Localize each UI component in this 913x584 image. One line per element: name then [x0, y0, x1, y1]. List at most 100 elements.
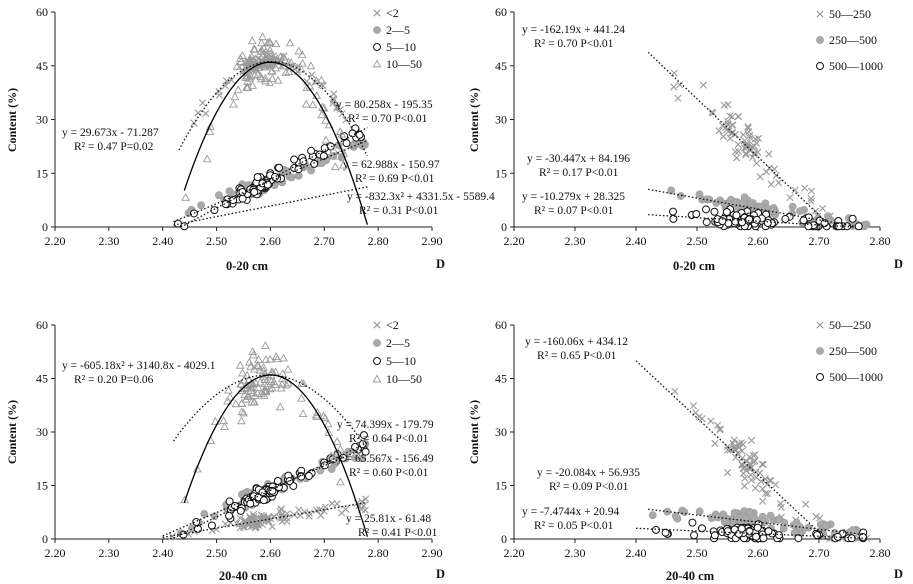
data-point	[807, 187, 816, 195]
data-point	[749, 458, 757, 466]
equation-text: y = -10.279x + 28.325	[522, 191, 625, 203]
data-point	[271, 63, 281, 72]
data-point	[761, 475, 769, 483]
data-point	[259, 496, 268, 505]
data-point	[236, 379, 246, 388]
legend: 50—250 250—500 500—1000	[816, 318, 883, 384]
r-squared-text: R² = 0.05 P<0.01	[534, 520, 614, 532]
data-point	[731, 148, 739, 156]
data-point	[358, 454, 367, 463]
data-point	[796, 207, 804, 216]
r-squared-text: R² = 0.70 P<0.01	[348, 113, 428, 125]
data-point	[695, 507, 704, 516]
equation-triangle: y = -605.18x² + 3140.8x - 4029.1 R² = 0.2…	[62, 360, 216, 386]
data-point	[207, 521, 216, 530]
data-point	[734, 112, 742, 120]
data-point	[695, 412, 703, 421]
data-point	[752, 215, 761, 224]
data-point	[804, 222, 813, 231]
data-point	[740, 482, 749, 490]
data-point	[297, 393, 306, 402]
data-point	[720, 199, 729, 208]
legend-marker	[373, 43, 381, 51]
data-point	[707, 417, 715, 425]
r-squared-text: R² = 0.60 P<0.01	[349, 467, 429, 479]
y-tick-label: 0	[501, 532, 507, 546]
scatter-points	[168, 341, 370, 540]
x-tick-label: 2.40	[626, 546, 647, 560]
legend: <2 2—5 5—10 10—50	[372, 6, 422, 71]
data-point	[260, 386, 269, 395]
data-point	[317, 110, 327, 119]
data-point	[744, 124, 752, 132]
data-point	[276, 383, 286, 392]
data-point	[316, 466, 325, 475]
data-point	[301, 99, 311, 108]
legend-marker	[816, 373, 824, 381]
data-point	[225, 511, 234, 520]
legend-label: 5—10	[386, 354, 416, 368]
x-tick-label: 2.20	[45, 546, 66, 560]
data-point	[326, 451, 336, 460]
y-tick-label: 15	[495, 479, 507, 493]
r-squared-text: R² = 0.31 P<0.01	[359, 205, 439, 217]
data-point	[762, 168, 771, 176]
equation-text: y = -605.18x² + 3140.8x - 4029.1	[62, 360, 216, 372]
data-point	[254, 521, 262, 529]
data-point	[244, 357, 254, 366]
data-point	[698, 415, 706, 423]
data-point	[716, 426, 724, 434]
data-point	[670, 69, 678, 77]
data-point	[248, 516, 256, 524]
series-triangle	[180, 341, 349, 504]
legend-marker	[372, 374, 382, 383]
data-point	[342, 116, 350, 124]
data-point	[323, 419, 333, 428]
data-point	[271, 352, 281, 361]
data-point	[338, 160, 348, 169]
legend-label: <2	[386, 6, 399, 20]
data-point	[759, 534, 768, 543]
scatter-points	[667, 69, 871, 231]
data-point	[221, 520, 230, 528]
data-point	[327, 465, 336, 473]
data-point	[317, 511, 325, 519]
x-tick-label: 2.70	[809, 546, 830, 560]
data-point	[724, 446, 732, 454]
data-point	[275, 163, 284, 172]
series-x	[168, 495, 370, 540]
data-point	[340, 450, 349, 459]
data-point	[239, 408, 249, 417]
data-point	[753, 159, 761, 167]
x-axis-label: 0-20 cm	[673, 259, 716, 273]
data-point	[335, 444, 345, 453]
data-point	[242, 383, 252, 392]
data-point	[731, 445, 739, 454]
data-point	[730, 508, 739, 517]
data-point	[330, 96, 338, 104]
y-tick-label: 30	[36, 113, 48, 127]
data-point	[297, 50, 307, 59]
data-point	[202, 109, 210, 118]
data-point	[333, 500, 341, 508]
data-point	[320, 507, 328, 515]
data-point	[317, 159, 326, 168]
data-point	[192, 517, 201, 526]
data-point	[745, 464, 753, 473]
legend-marker	[816, 36, 824, 44]
x-tick-label: 2.30	[565, 234, 586, 248]
data-point	[210, 512, 219, 521]
data-point	[223, 396, 232, 405]
x-tick-label: 2.70	[314, 546, 335, 560]
legend-label: 250—500	[829, 33, 877, 47]
data-point	[265, 354, 275, 363]
equation-x: y = -160.06x + 434.12 R² = 0.65 P<0.01	[525, 336, 628, 362]
data-point	[248, 346, 258, 355]
data-point	[714, 421, 722, 429]
equation-text: y = -160.06x + 434.12	[525, 336, 628, 348]
data-point	[738, 218, 747, 227]
data-point	[248, 80, 258, 89]
data-point	[215, 87, 223, 96]
y-tick-label: 0	[501, 220, 507, 234]
data-point	[728, 129, 736, 137]
